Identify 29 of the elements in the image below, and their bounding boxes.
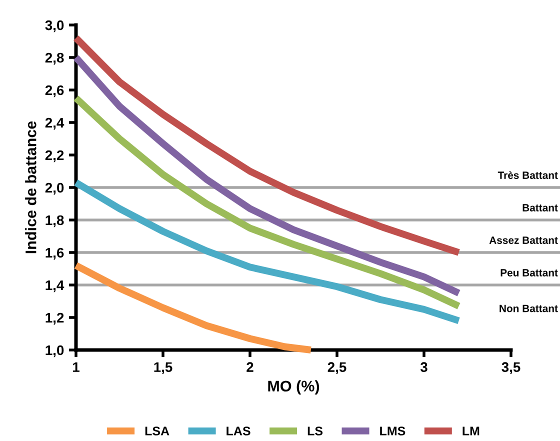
- y-tick-label: 2,8: [45, 52, 64, 65]
- y-tick-label: 1,2: [46, 312, 64, 325]
- legend-label: LM: [462, 426, 480, 436]
- y-tick-label: 1,8: [46, 215, 64, 228]
- y-tick-label: 2,0: [45, 182, 64, 195]
- ref-line-label: Assez Battant: [489, 236, 558, 244]
- y-tick-label: 3,0: [45, 20, 64, 32]
- x-tick-label: 1: [73, 362, 80, 372]
- y-tick-label: 1,6: [46, 248, 64, 260]
- legend-label: LS: [308, 426, 323, 436]
- x-tick-label: 3: [420, 362, 428, 372]
- legend-label: LAS: [226, 426, 250, 436]
- y-axis-title: Indice de battance: [25, 121, 36, 254]
- x-tick-label: 2: [246, 362, 254, 372]
- legend-label: LSA: [145, 426, 170, 436]
- x-tick-label: 3,5: [502, 362, 520, 374]
- ref-line-label: Battant: [522, 204, 558, 212]
- y-tick-label: 2,2: [45, 150, 64, 162]
- y-tick-label: 2,4: [45, 118, 64, 130]
- y-tick-label: 1,4: [46, 280, 64, 292]
- annotation: Non Battant: [500, 304, 558, 312]
- legend-label: LMS: [380, 426, 406, 436]
- x-tick-label: 1,5: [154, 362, 172, 374]
- x-tick-label: 2,5: [328, 362, 346, 374]
- y-tick-label: 1,0: [46, 345, 64, 358]
- x-axis-title: MO (%): [268, 380, 320, 395]
- ref-line-label: Peu Battant: [500, 269, 558, 276]
- y-tick-label: 2,6: [45, 85, 64, 98]
- ref-line-label: Très Battant: [498, 171, 558, 179]
